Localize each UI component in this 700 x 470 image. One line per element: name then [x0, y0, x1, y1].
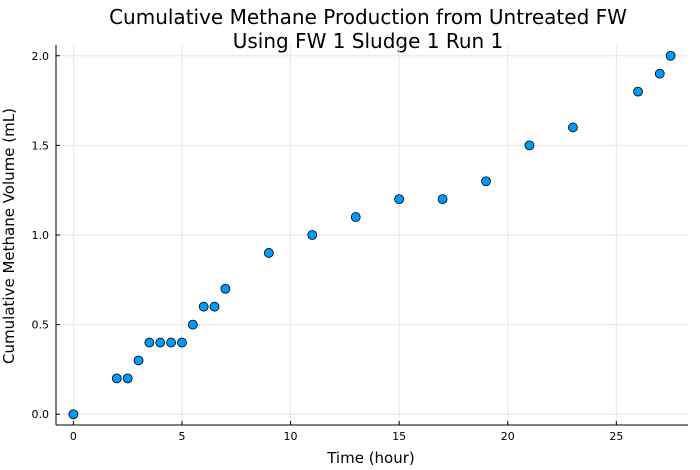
data-point [481, 176, 491, 187]
data-point [633, 86, 643, 97]
grid [56, 45, 688, 425]
x-tick-label: 25 [609, 430, 623, 443]
data-point [220, 283, 231, 294]
data-point [122, 373, 133, 384]
data-point [198, 301, 209, 312]
data-point [350, 212, 361, 222]
data-point [155, 337, 166, 348]
y-tick-label: 0.0 [32, 408, 50, 421]
data-points [68, 50, 676, 420]
y-tick-label: 2.0 [32, 50, 50, 63]
chart-title-line-2: Using FW 1 Sludge 1 Run 1 [233, 29, 504, 53]
y-tick-label: 1.5 [32, 139, 50, 152]
data-point [133, 355, 144, 366]
y-tick-label: 0.5 [32, 319, 50, 332]
data-point [524, 140, 535, 151]
data-point [166, 337, 177, 348]
data-point [654, 68, 665, 79]
x-tick-label: 10 [284, 430, 298, 443]
x-tick-label: 5 [178, 430, 185, 443]
data-point [567, 122, 578, 133]
x-tick-label: 15 [392, 430, 406, 443]
data-point [68, 409, 79, 420]
data-point [263, 248, 274, 258]
data-point [209, 301, 220, 312]
y-tick-label: 1.0 [32, 229, 50, 242]
tick-labels: 0 5 10 15 20 25 0.0 0.5 1.0 1.5 2.0 [32, 50, 624, 443]
y-axis-label: Cumulative Methane Volume (mL) [0, 108, 18, 364]
axes [55, 45, 688, 426]
data-point [307, 230, 318, 240]
data-point [187, 319, 198, 330]
data-point [177, 337, 187, 348]
chart-title-line-1: Cumulative Methane Production from Untre… [109, 5, 627, 29]
data-point [144, 337, 155, 348]
x-tick-label: 0 [70, 430, 77, 443]
data-point [394, 194, 405, 205]
data-point [111, 373, 122, 384]
data-point [437, 194, 448, 205]
x-tick-label: 20 [501, 430, 515, 443]
data-point [665, 50, 676, 61]
x-axis-label: Time (hour) [326, 449, 415, 467]
